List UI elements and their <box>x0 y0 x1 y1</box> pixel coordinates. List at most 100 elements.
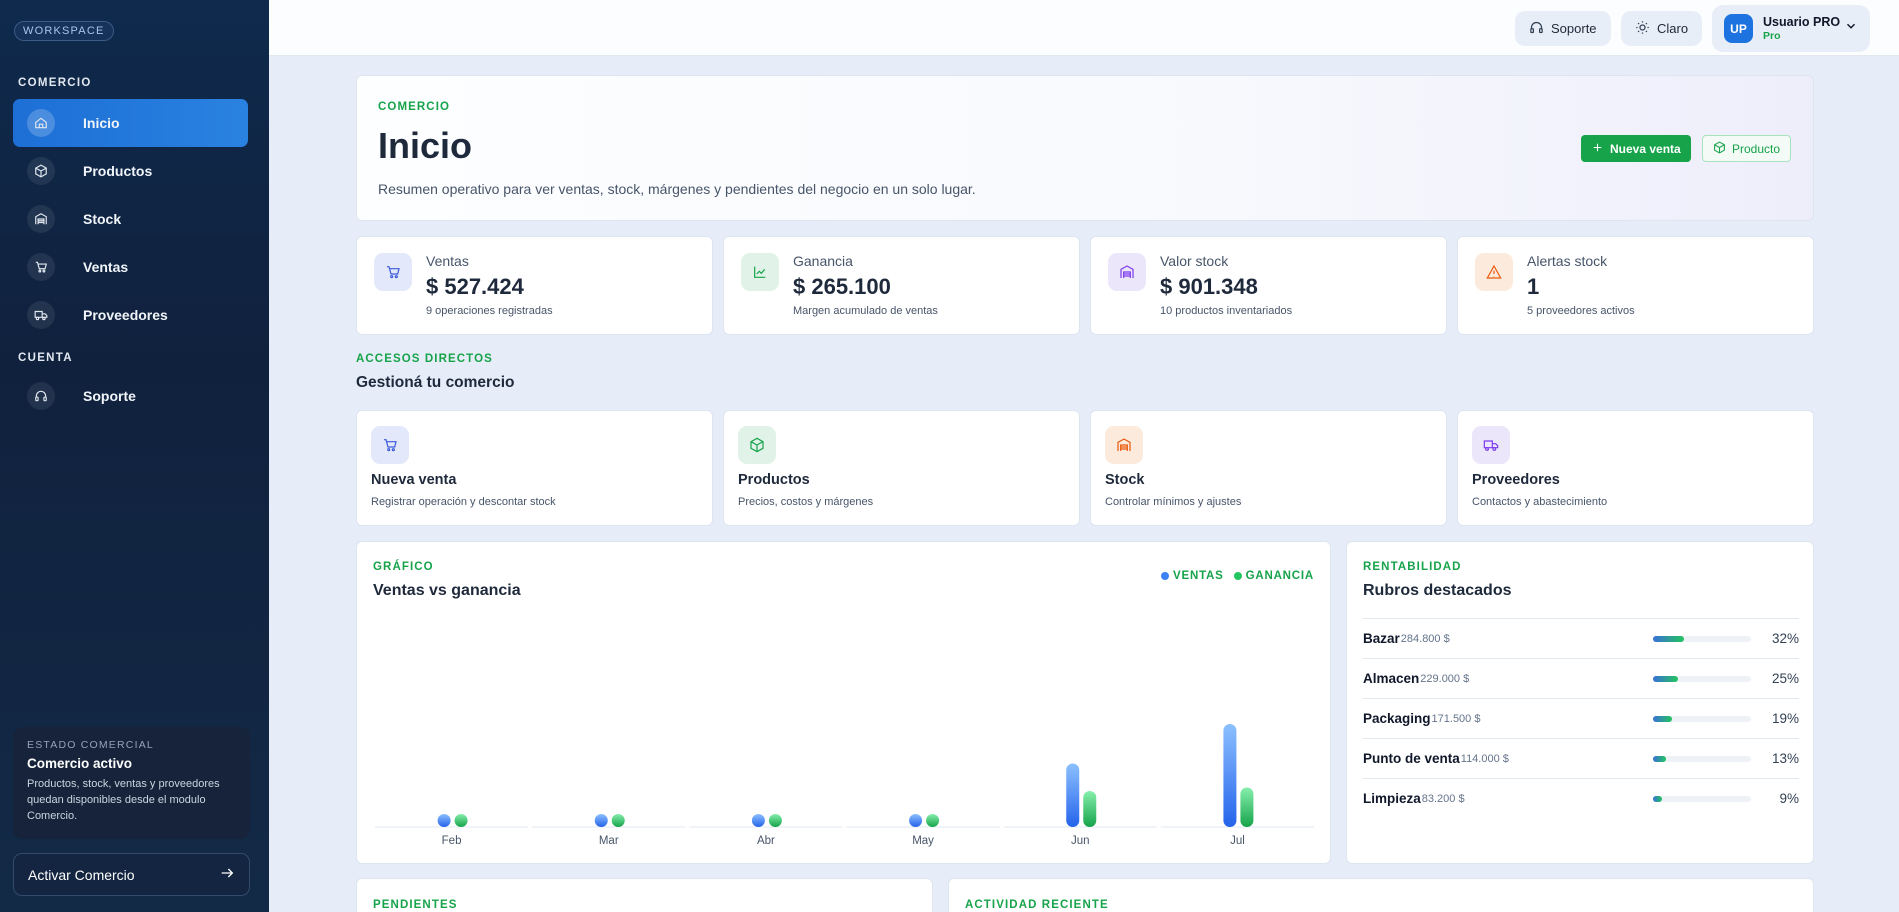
box-icon <box>1713 140 1732 157</box>
bar-ventas-jul[interactable] <box>1223 724 1237 827</box>
recent-activity-card: ACTIVIDAD RECIENTE <box>948 878 1814 912</box>
support-button[interactable]: Soporte <box>1515 11 1611 46</box>
box-icon <box>738 426 776 464</box>
page-title: Inicio <box>378 125 473 166</box>
rubro-progress-fill <box>1653 755 1666 762</box>
shortcut-desc: Contactos y abastecimiento <box>1472 496 1608 508</box>
pending-kicker: PENDIENTES <box>373 899 458 911</box>
new-sale-button[interactable]: Nueva venta <box>1581 135 1691 162</box>
stat-label: Ganancia <box>793 253 853 269</box>
sidebar-item-label: Productos <box>83 163 153 179</box>
legend-label: GANANCIA <box>1245 570 1314 582</box>
rubro-name: Limpieza <box>1363 791 1421 806</box>
rubro-name: Punto de venta <box>1363 751 1460 766</box>
theme-label: Claro <box>1657 21 1689 36</box>
plus-icon <box>1591 141 1610 157</box>
rubro-pct: 19% <box>1771 711 1799 726</box>
shortcut-nueva-venta[interactable]: Nueva venta Registrar operación y descon… <box>356 410 713 526</box>
chart-legend: VENTAS GANANCIA <box>1161 570 1314 582</box>
sidebar: WORKSPACE COMERCIO Inicio Productos Stoc… <box>0 0 269 912</box>
x-tick-label: Feb <box>442 835 462 847</box>
bar-chart: Feb Mar Abr May Jun Jul <box>375 724 1314 847</box>
x-tick-label: Jul <box>1230 835 1245 847</box>
shortcuts-kicker: ACCESOS DIRECTOS <box>356 353 493 365</box>
workspace-badge: WORKSPACE <box>14 21 114 41</box>
shortcut-title: Productos <box>738 472 810 488</box>
sidebar-item-soporte[interactable]: Soporte <box>13 372 248 420</box>
pending-card: PENDIENTES <box>356 878 933 912</box>
sidebar-item-productos[interactable]: Productos <box>13 147 248 195</box>
rubro-name: Almacen <box>1363 671 1420 686</box>
sidebar-item-proveedores[interactable]: Proveedores <box>13 291 248 339</box>
hero-kicker: COMERCIO <box>378 101 451 113</box>
rubro-progress-fill <box>1653 715 1672 722</box>
sidebar-item-inicio[interactable]: Inicio <box>13 99 248 147</box>
status-title: Comercio activo <box>27 756 133 771</box>
rent-title: Rubros destacados <box>1363 582 1512 599</box>
shortcut-productos[interactable]: Productos Precios, costos y márgenes <box>723 410 1080 526</box>
warehouse-icon <box>27 205 55 233</box>
rubro-row: Punto de venta 114.000 $ 13% <box>1363 738 1799 778</box>
bar-ganancia-jul[interactable] <box>1240 787 1254 827</box>
x-tick-label: Mar <box>599 835 619 847</box>
profitability-card: RENTABILIDAD Rubros destacados Bazar 284.… <box>1346 541 1814 864</box>
legend-dot <box>1233 571 1242 580</box>
activate-comercio-button[interactable]: Activar Comercio <box>13 853 250 896</box>
warehouse-icon <box>1105 426 1143 464</box>
user-info: Usuario PRO Pro <box>1763 15 1844 42</box>
warehouse-icon <box>1108 253 1146 291</box>
bar-ventas-may[interactable] <box>909 814 923 827</box>
product-label: Producto <box>1732 141 1781 156</box>
rubro-row: Almacen 229.000 $ 25% <box>1363 658 1799 698</box>
alert-icon <box>1475 253 1513 291</box>
bar-ventas-jun[interactable] <box>1066 763 1080 827</box>
rubro-name: Bazar <box>1363 631 1400 646</box>
user-menu[interactable]: UP Usuario PRO Pro <box>1712 5 1870 52</box>
rent-kicker: RENTABILIDAD <box>1363 561 1462 573</box>
bar-ganancia-jun[interactable] <box>1083 790 1097 827</box>
trend-icon <box>741 253 779 291</box>
truck-icon <box>1472 426 1510 464</box>
stat-sub: 5 proveedores activos <box>1527 305 1635 317</box>
sidebar-item-stock[interactable]: Stock <box>13 195 248 243</box>
rubro-row: Packaging 171.500 $ 19% <box>1363 698 1799 738</box>
legend-item-ventas: VENTAS <box>1161 570 1224 582</box>
theme-toggle-button[interactable]: Claro <box>1621 11 1703 46</box>
rubro-amount: 284.800 $ <box>1400 632 1450 645</box>
sidebar-item-ventas[interactable]: Ventas <box>13 243 248 291</box>
shortcut-title: Stock <box>1105 472 1145 488</box>
shortcut-desc: Controlar mínimos y ajustes <box>1105 496 1242 508</box>
rubro-pct: 32% <box>1771 631 1799 646</box>
chart-kicker: GRÁFICO <box>373 561 434 573</box>
x-tick-label: May <box>912 835 934 847</box>
stat-sub: 10 productos inventariados <box>1160 305 1293 317</box>
bar-ventas-abr[interactable] <box>751 814 765 827</box>
bar-ventas-feb[interactable] <box>437 814 451 827</box>
stat-card-valor-stock: Valor stock $ 901.348 10 productos inven… <box>1090 236 1447 335</box>
sidebar-item-label: Stock <box>83 211 122 227</box>
x-tick-label: Abr <box>757 835 775 847</box>
rubro-progress-bar <box>1653 755 1751 762</box>
rubro-row: Bazar 284.800 $ 32% <box>1363 618 1799 658</box>
shortcut-desc: Registrar operación y descontar stock <box>371 496 556 508</box>
stat-card-ventas: Ventas $ 527.424 9 operaciones registrad… <box>356 236 713 335</box>
product-button[interactable]: Producto <box>1702 135 1792 162</box>
support-label: Soporte <box>1551 21 1597 36</box>
arrow-right-icon <box>219 865 235 884</box>
bar-ganancia-abr[interactable] <box>768 814 782 827</box>
stat-value: $ 901.348 <box>1160 274 1258 299</box>
rubro-progress-bar <box>1653 635 1751 642</box>
shortcut-stock[interactable]: Stock Controlar mínimos y ajustes <box>1090 410 1447 526</box>
cart-icon <box>374 253 412 291</box>
chevron-down-icon <box>1844 19 1858 38</box>
rubro-progress-bar <box>1653 795 1751 802</box>
bar-ganancia-feb[interactable] <box>454 814 468 827</box>
shortcut-proveedores[interactable]: Proveedores Contactos y abastecimiento <box>1457 410 1814 526</box>
bar-ventas-mar[interactable] <box>594 814 608 827</box>
rubro-amount: 171.500 $ <box>1431 712 1481 725</box>
section-title-cuenta: CUENTA <box>18 352 73 364</box>
chart-title: Ventas vs ganancia <box>373 582 521 599</box>
status-label: ESTADO COMERCIAL <box>27 739 154 751</box>
bar-ganancia-mar[interactable] <box>611 814 625 827</box>
bar-ganancia-may[interactable] <box>926 814 940 827</box>
